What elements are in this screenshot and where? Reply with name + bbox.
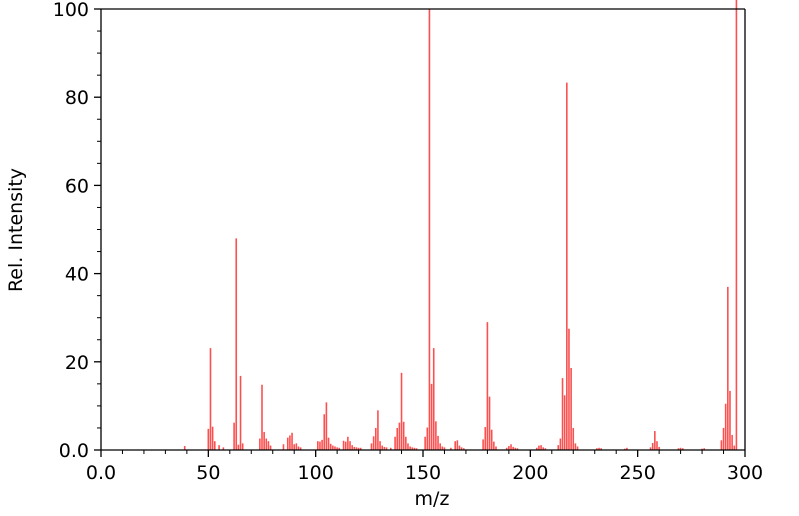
y-tick-label: 20 bbox=[65, 352, 89, 374]
x-tick-label: 50 bbox=[196, 462, 220, 484]
x-tick-label: 250 bbox=[620, 462, 656, 484]
y-tick-label: 100 bbox=[53, 0, 89, 21]
y-tick-label: 0.0 bbox=[59, 440, 89, 462]
x-tick-label: 100 bbox=[298, 462, 334, 484]
y-tick-label: 60 bbox=[65, 175, 89, 197]
x-tick-label: 150 bbox=[405, 462, 441, 484]
x-tick-label: 0.0 bbox=[86, 462, 116, 484]
y-axis-title: Rel. Intensity bbox=[5, 168, 27, 292]
x-tick-label: 200 bbox=[512, 462, 548, 484]
x-axis-title: m/z bbox=[415, 488, 450, 510]
axis-ticks bbox=[94, 8, 746, 457]
y-tick-label: 40 bbox=[65, 264, 89, 286]
plot-axes bbox=[100, 8, 746, 451]
axis-tick-labels: 0.0 50 100 150 200 250 300 0.0 20 40 60 80 100 bbox=[53, 0, 763, 484]
spectrum-peaks bbox=[183, 0, 738, 450]
x-tick-label: 300 bbox=[727, 462, 763, 484]
y-tick-label: 80 bbox=[65, 87, 89, 109]
